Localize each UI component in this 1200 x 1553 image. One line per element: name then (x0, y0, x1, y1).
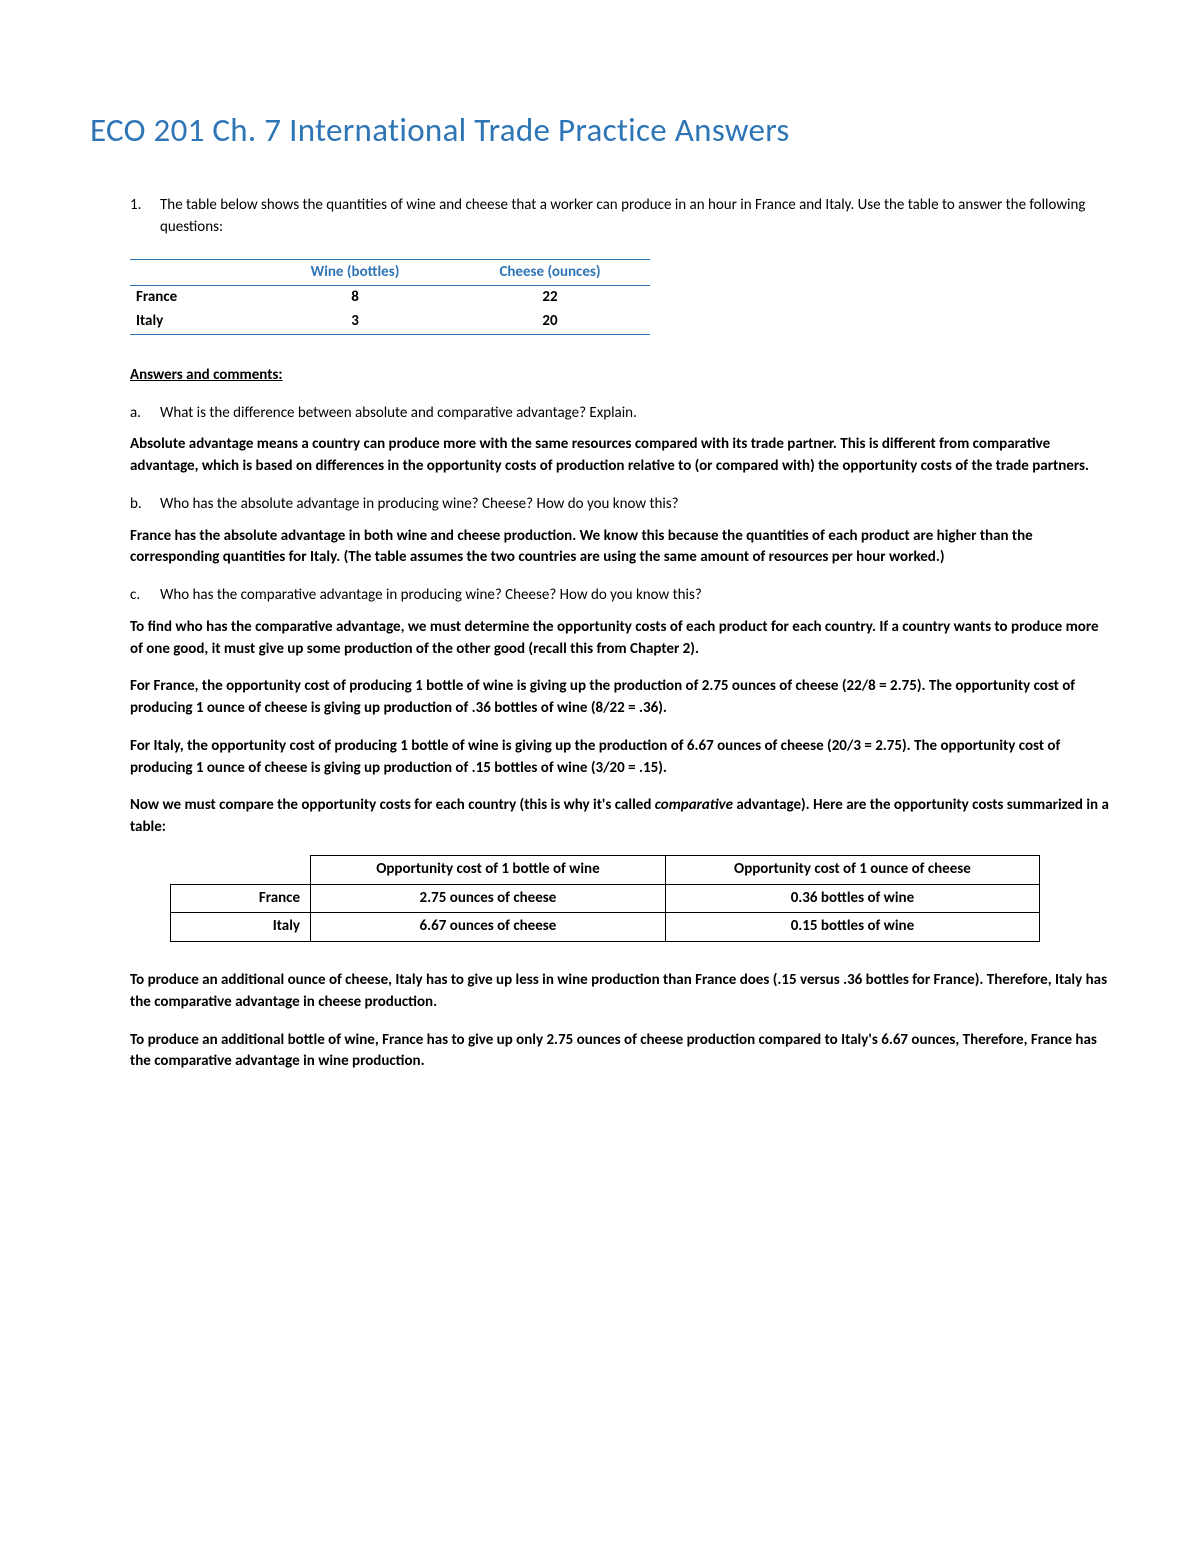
sub-letter: b. (130, 494, 160, 516)
answer-c-p3: For Italy, the opportunity cost of produ… (130, 736, 1110, 780)
table-cell-cheese: 22 (450, 286, 650, 310)
table-header-oc-wine: Opportunity cost of 1 bottle of wine (311, 855, 666, 884)
table-cell-country: France (130, 286, 260, 310)
table-cell-country: Italy (171, 913, 311, 942)
production-table-wrap: Wine (bottles) Cheese (ounces) France 8 … (130, 259, 1110, 335)
table-row: Italy 6.67 ounces of cheese 0.15 bottles… (171, 913, 1040, 942)
table-cell-oc-cheese: 0.36 bottles of wine (665, 884, 1039, 913)
table-header-row: Opportunity cost of 1 bottle of wine Opp… (171, 855, 1040, 884)
answer-c-p6: To produce an additional bottle of wine,… (130, 1030, 1110, 1074)
document-page: ECO 201 Ch. 7 International Trade Practi… (0, 0, 1200, 1149)
sub-question-b: b. Who has the absolute advantage in pro… (130, 494, 1110, 516)
production-table: Wine (bottles) Cheese (ounces) France 8 … (130, 259, 650, 335)
page-title: ECO 201 Ch. 7 International Trade Practi… (90, 110, 1110, 150)
answer-c-p4: Now we must compare the opportunity cost… (130, 795, 1110, 839)
table-row: France 2.75 ounces of cheese 0.36 bottle… (171, 884, 1040, 913)
answers-heading: Answers and comments: (130, 365, 1110, 387)
table-cell-wine: 3 (260, 310, 450, 334)
sub-question-text: Who has the comparative advantage in pro… (160, 585, 1110, 607)
table-row: Italy 3 20 (130, 310, 650, 334)
sub-question-a: a. What is the difference between absolu… (130, 403, 1110, 425)
answer-c-p5: To produce an additional ounce of cheese… (130, 970, 1110, 1014)
table-cell-oc-cheese: 0.15 bottles of wine (665, 913, 1039, 942)
sub-question-text: Who has the absolute advantage in produc… (160, 494, 1110, 516)
answer-c-p2: For France, the opportunity cost of prod… (130, 676, 1110, 720)
answer-c-p1: To find who has the comparative advantag… (130, 617, 1110, 661)
table-cell-country: Italy (130, 310, 260, 334)
table-header-cheese: Cheese (ounces) (450, 259, 650, 286)
answer-a: Absolute advantage means a country can p… (130, 434, 1110, 478)
table-cell-oc-wine: 6.67 ounces of cheese (311, 913, 666, 942)
table-header-wine: Wine (bottles) (260, 259, 450, 286)
sub-question-text: What is the difference between absolute … (160, 403, 1110, 425)
question-text: The table below shows the quantities of … (160, 195, 1110, 239)
table-header-blank (171, 855, 311, 884)
text-span: Now we must compare the opportunity cost… (130, 796, 655, 814)
table-header-blank (130, 259, 260, 286)
body-content: 1. The table below shows the quantities … (130, 195, 1110, 1073)
italic-word: comparative (655, 796, 733, 814)
opportunity-cost-table: Opportunity cost of 1 bottle of wine Opp… (170, 855, 1040, 942)
sub-letter: a. (130, 403, 160, 425)
question-number: 1. (130, 195, 160, 239)
sub-question-c: c. Who has the comparative advantage in … (130, 585, 1110, 607)
table-row: France 8 22 (130, 286, 650, 310)
question-1: 1. The table below shows the quantities … (130, 195, 1110, 239)
table-cell-country: France (171, 884, 311, 913)
table-header-row: Wine (bottles) Cheese (ounces) (130, 259, 650, 286)
table-header-oc-cheese: Opportunity cost of 1 ounce of cheese (665, 855, 1039, 884)
sub-letter: c. (130, 585, 160, 607)
table-cell-wine: 8 (260, 286, 450, 310)
table-cell-cheese: 20 (450, 310, 650, 334)
table-cell-oc-wine: 2.75 ounces of cheese (311, 884, 666, 913)
answer-b: France has the absolute advantage in bot… (130, 526, 1110, 570)
